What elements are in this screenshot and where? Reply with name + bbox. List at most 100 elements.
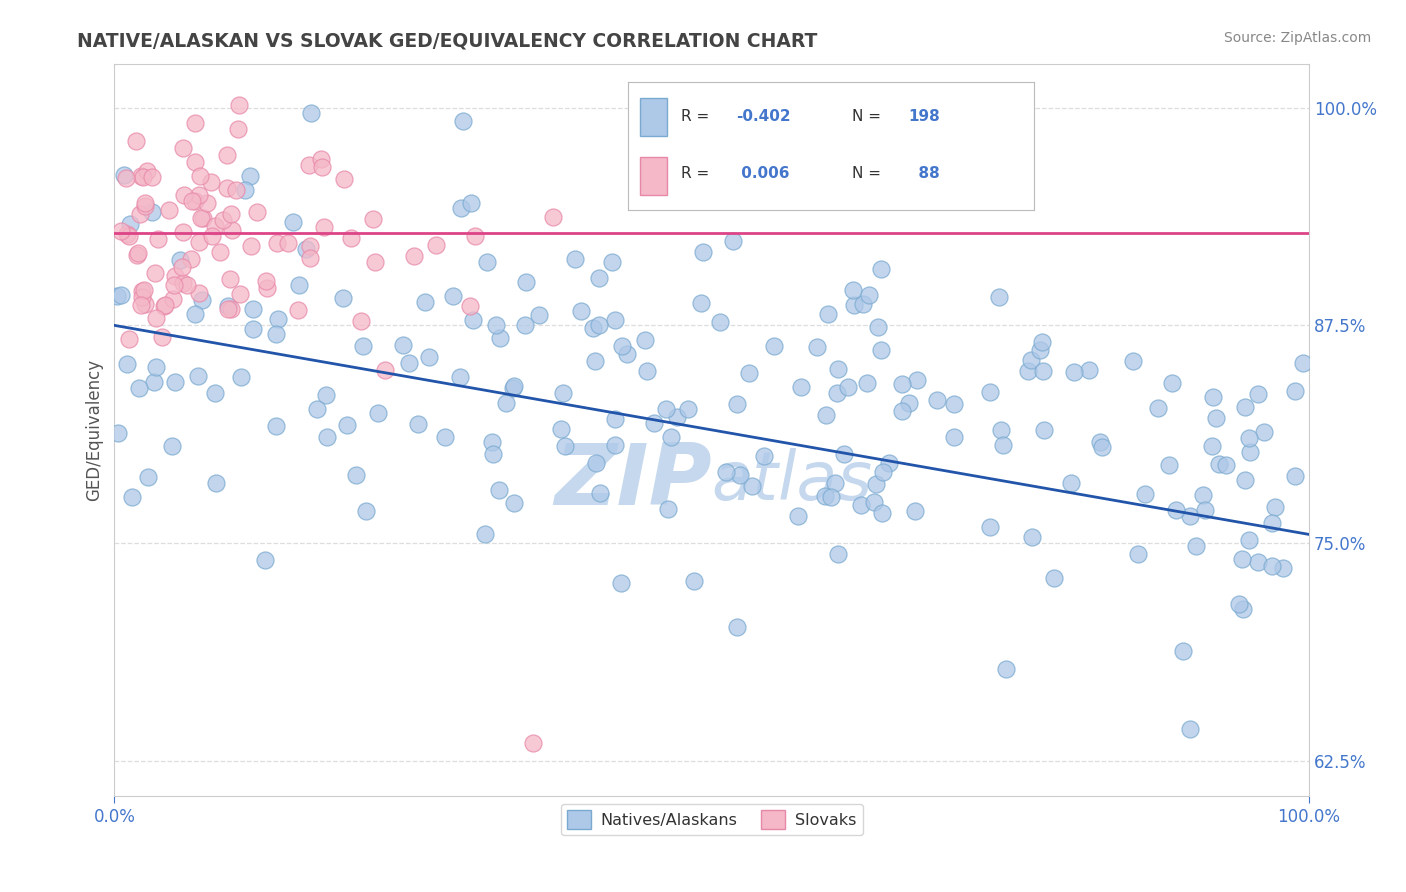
Point — [943, 430, 966, 444]
Point — [402, 249, 425, 263]
Point — [165, 375, 187, 389]
Point — [312, 220, 335, 235]
Point — [1237, 431, 1260, 445]
Point — [115, 227, 138, 241]
Point — [146, 232, 169, 246]
Point — [1019, 353, 1042, 368]
Point — [789, 380, 811, 394]
Point — [212, 213, 235, 227]
Point — [1271, 561, 1294, 575]
Point — [413, 295, 436, 310]
Point — [643, 416, 665, 430]
Point — [1227, 598, 1250, 612]
Point — [228, 98, 250, 112]
Point — [714, 465, 737, 479]
Point — [187, 368, 209, 383]
Point — [1029, 343, 1052, 357]
Point — [583, 354, 606, 368]
Point — [145, 359, 167, 374]
Point — [683, 574, 706, 588]
Point — [991, 438, 1014, 452]
Point — [942, 396, 965, 410]
Point — [550, 422, 572, 436]
Point — [842, 283, 865, 297]
Point — [184, 154, 207, 169]
Point — [107, 426, 129, 441]
Point — [814, 489, 837, 503]
Point — [827, 361, 849, 376]
Point — [863, 495, 886, 509]
Point — [582, 321, 605, 335]
Point — [979, 520, 1001, 534]
Point — [105, 289, 128, 303]
Point — [172, 260, 194, 274]
Point — [844, 298, 866, 312]
Point — [1215, 458, 1237, 472]
Point — [307, 401, 329, 416]
Point — [131, 290, 153, 304]
Point — [188, 285, 211, 300]
Point — [221, 223, 243, 237]
Point — [295, 243, 318, 257]
Point — [184, 307, 207, 321]
Point — [141, 169, 163, 184]
Legend: Natives/Alaskans, Slovaks: Natives/Alaskans, Slovaks — [561, 804, 863, 835]
Point — [1264, 500, 1286, 514]
Point — [502, 381, 524, 395]
Point — [239, 239, 262, 253]
Point — [254, 553, 277, 567]
Point — [600, 254, 623, 268]
Point — [449, 369, 471, 384]
Point — [458, 299, 481, 313]
Point — [589, 486, 612, 500]
Point — [588, 318, 610, 332]
Point — [200, 175, 222, 189]
Point — [877, 456, 900, 470]
Point — [121, 490, 143, 504]
Point — [554, 439, 576, 453]
Point — [218, 272, 240, 286]
Point — [332, 171, 354, 186]
Text: NATIVE/ALASKAN VS SLOVAK GED/EQUIVALENCY CORRELATION CHART: NATIVE/ALASKAN VS SLOVAK GED/EQUIVALENCY… — [77, 31, 818, 50]
Point — [217, 181, 239, 195]
Point — [666, 410, 689, 425]
Point — [115, 357, 138, 371]
Point — [503, 496, 526, 510]
Point — [762, 339, 785, 353]
Point — [176, 277, 198, 292]
Point — [298, 158, 321, 172]
Point — [118, 229, 141, 244]
Point — [1233, 401, 1256, 415]
Point — [1021, 530, 1043, 544]
Point — [824, 476, 846, 491]
Point — [1133, 487, 1156, 501]
Point — [1032, 364, 1054, 378]
Point — [172, 141, 194, 155]
Point — [825, 386, 848, 401]
Point — [153, 300, 176, 314]
Text: ZIP: ZIP — [554, 440, 711, 523]
Point — [979, 385, 1001, 400]
Point — [1239, 445, 1261, 459]
Point — [340, 230, 363, 244]
Point — [1180, 508, 1202, 523]
Point — [741, 478, 763, 492]
Point — [315, 430, 337, 444]
Point — [150, 330, 173, 344]
Point — [143, 266, 166, 280]
Point — [225, 183, 247, 197]
Point — [817, 307, 839, 321]
Point — [634, 333, 657, 347]
Point — [474, 527, 496, 541]
Point — [738, 366, 761, 380]
Point — [229, 370, 252, 384]
Point — [434, 430, 457, 444]
Point — [815, 409, 838, 423]
Point — [1261, 516, 1284, 531]
Point — [299, 106, 322, 120]
Point — [1246, 555, 1268, 569]
Point — [610, 339, 633, 353]
Point — [1161, 376, 1184, 391]
Point — [229, 287, 252, 301]
Point — [443, 289, 465, 303]
